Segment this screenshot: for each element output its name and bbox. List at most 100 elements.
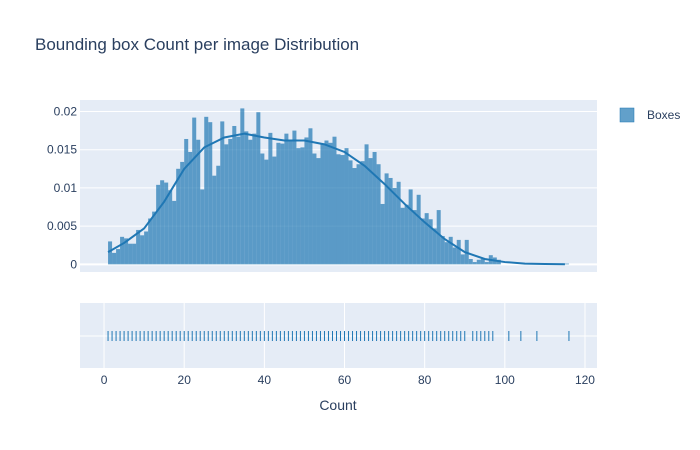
histogram-bar <box>412 210 417 265</box>
histogram-bar <box>180 161 185 265</box>
histogram-bar <box>360 161 365 265</box>
histogram-bar <box>316 158 321 265</box>
histogram-bar <box>228 138 233 265</box>
x-tick-label: 20 <box>178 373 192 387</box>
histogram-bar <box>420 218 425 265</box>
histogram-bar <box>200 189 205 265</box>
histogram-bars <box>108 108 569 265</box>
histogram-bar <box>404 204 409 265</box>
histogram-bar <box>112 252 117 265</box>
histogram-bar <box>164 182 169 265</box>
histogram-bar <box>320 143 325 265</box>
histogram-bar <box>348 160 353 265</box>
histogram-bar <box>248 139 253 265</box>
histogram-bar <box>372 151 377 265</box>
histogram-bar <box>328 142 333 265</box>
histogram-bar <box>184 138 189 265</box>
histogram-bar <box>212 175 217 265</box>
histogram-bar <box>428 219 433 265</box>
histogram-bar <box>472 262 477 265</box>
y-tick-label: 0.02 <box>54 104 78 118</box>
histogram-bar <box>416 194 421 265</box>
histogram-bar <box>376 164 381 265</box>
histogram-bar <box>452 247 457 265</box>
histogram-bar <box>172 200 177 265</box>
histogram-bar <box>196 139 201 265</box>
histogram-bar <box>436 210 441 265</box>
histogram-bar <box>456 239 461 265</box>
histogram-bar <box>268 132 273 265</box>
histogram-bar <box>216 165 221 265</box>
histogram-bar <box>332 136 337 265</box>
histogram-bar <box>380 203 385 265</box>
histogram-bar <box>208 122 213 265</box>
histogram-bar <box>284 133 289 265</box>
histogram-bar <box>424 213 429 265</box>
histogram-bar <box>336 154 341 265</box>
histogram-bar <box>232 125 237 265</box>
histogram-bar <box>256 112 261 265</box>
x-tick-label: 120 <box>575 373 595 387</box>
legend[interactable]: Boxes <box>619 107 680 123</box>
x-tick-labels: 0 20 40 60 80 100 120 <box>101 373 596 387</box>
histogram-bar <box>276 142 281 265</box>
histogram-bar <box>188 151 193 265</box>
histogram-bar <box>308 128 313 265</box>
legend-label-boxes[interactable]: Boxes <box>647 108 680 122</box>
histogram-bar <box>340 155 345 265</box>
histogram-bar <box>296 148 301 265</box>
x-tick-label: 80 <box>418 373 432 387</box>
histogram-bar <box>304 137 309 265</box>
histogram-bar <box>440 236 445 265</box>
histogram-bar <box>148 218 153 265</box>
histogram-bar <box>364 144 369 265</box>
histogram-bar <box>564 263 569 265</box>
histogram-bar <box>160 180 165 265</box>
histogram-bar <box>132 243 137 265</box>
histogram-bar <box>240 108 245 265</box>
histogram-bar <box>124 238 129 265</box>
histogram-bar <box>460 254 465 265</box>
histogram-bar <box>392 187 397 265</box>
histogram-bar <box>432 228 437 265</box>
y-tick-labels: 0 0.005 0.01 0.015 0.02 <box>47 104 77 271</box>
histogram-bar <box>368 158 373 265</box>
histogram-bar <box>204 116 209 265</box>
histogram-bar <box>312 153 317 265</box>
histogram-bar <box>272 156 277 265</box>
histogram-bar <box>480 259 485 265</box>
histogram-bar <box>252 133 257 265</box>
y-tick-label: 0 <box>70 257 77 271</box>
histogram-bar <box>384 173 389 265</box>
histogram-bar <box>356 164 361 265</box>
histogram-bar <box>444 242 449 265</box>
histogram-bar <box>220 121 225 265</box>
histogram-bar <box>260 153 265 265</box>
chart-title: Bounding box Count per image Distributio… <box>35 35 359 54</box>
legend-swatch-boxes[interactable] <box>619 107 635 123</box>
histogram-bar <box>224 144 229 265</box>
histogram-bar <box>300 147 305 265</box>
x-tick-label: 60 <box>338 373 352 387</box>
histogram-bar <box>344 148 349 265</box>
histogram-bar <box>448 236 453 265</box>
histogram-bar <box>168 190 173 265</box>
histogram-bar <box>264 159 269 265</box>
histogram-bar <box>128 243 133 265</box>
histogram-bar <box>152 211 157 265</box>
histogram-bar <box>140 235 145 265</box>
histogram-bar <box>244 131 249 265</box>
histogram-bar <box>192 117 197 265</box>
histogram-bar <box>236 136 241 265</box>
kde-curve <box>107 132 565 266</box>
histogram-bar <box>408 189 413 265</box>
histogram-bar <box>288 141 293 265</box>
x-axis-label: Count <box>319 397 356 413</box>
histogram-bar <box>388 177 393 265</box>
histogram-bar <box>144 231 149 265</box>
histogram-bar <box>116 249 121 265</box>
histogram-bar <box>292 130 297 265</box>
histogram-bar <box>352 168 357 265</box>
histogram-bar <box>120 236 125 265</box>
histogram-bar <box>476 259 481 265</box>
